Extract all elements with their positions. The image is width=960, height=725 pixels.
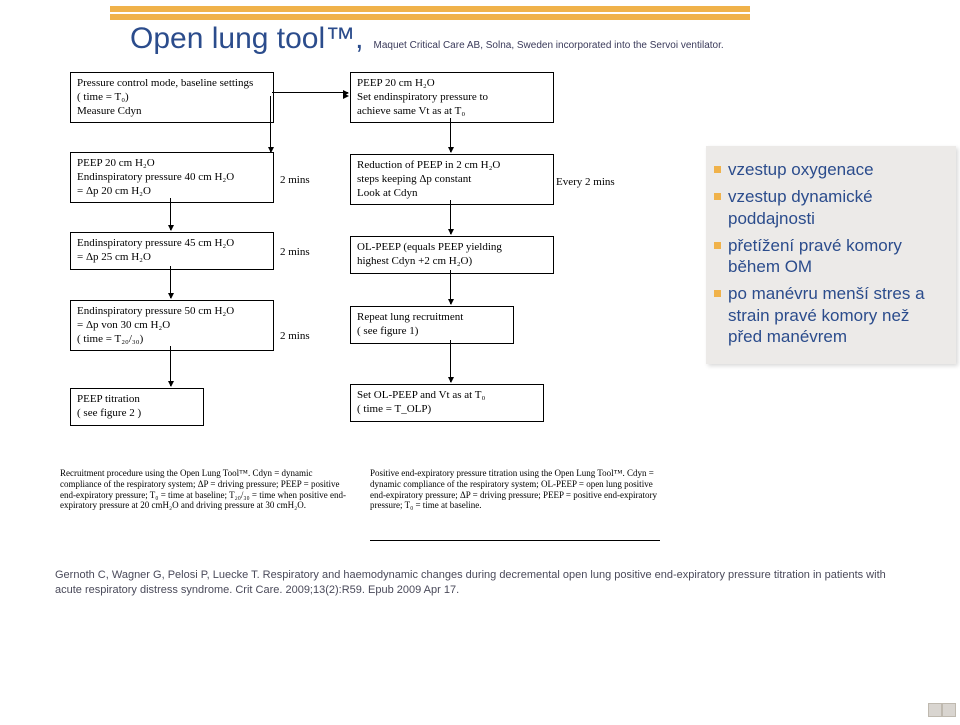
- arrow-r4: [450, 340, 451, 382]
- info-item: vzestup oxygenace: [714, 156, 948, 183]
- flow-box-right-4: Repeat lung recruitment( see figure 1): [350, 306, 514, 344]
- title-sub: Maquet Critical Care AB, Solna, Sweden i…: [373, 40, 723, 51]
- caption-left: Recruitment procedure using the Open Lun…: [60, 468, 350, 511]
- title-main: Open lung tool™,: [130, 22, 363, 56]
- flow-box-right-3: OL-PEEP (equals PEEP yieldinghighest Cdy…: [350, 236, 554, 274]
- flow-box-left-1: Pressure control mode, baseline settings…: [70, 72, 274, 123]
- time-r2: Every 2 mins: [556, 176, 615, 188]
- flow-box-left-4: Endinspiratory pressure 50 cm H₂O= Δp vo…: [70, 300, 274, 351]
- flow-box-right-5: Set OL-PEEP and Vt as at T₀( time = T_OL…: [350, 384, 544, 422]
- time-l3: 2 mins: [280, 246, 310, 258]
- info-item: po manévru menší stres a strain pravé ko…: [714, 280, 948, 350]
- arrow-l1: [270, 96, 271, 152]
- caption-right: Positive end-expiratory pressure titrati…: [370, 468, 670, 511]
- arrow-r2: [450, 200, 451, 234]
- info-panel: vzestup oxygenace vzestup dynamické podd…: [706, 146, 956, 364]
- flow-box-left-5: PEEP titration( see figure 2 ): [70, 388, 204, 426]
- arrow-r3: [450, 270, 451, 304]
- decor-sq-2: [942, 703, 956, 717]
- arrow-l3: [170, 266, 171, 298]
- arrow-r1: [450, 118, 451, 152]
- decor-bar-2: [110, 14, 750, 20]
- citation: Gernoth C, Wagner G, Pelosi P, Luecke T.…: [55, 568, 905, 598]
- arrow-top-connect: [272, 92, 348, 93]
- arrow-l4: [170, 346, 171, 386]
- flow-box-right-2: Reduction of PEEP in 2 cm H₂Osteps keepi…: [350, 154, 554, 205]
- decor-bar-1: [110, 6, 750, 12]
- flow-box-left-3: Endinspiratory pressure 45 cm H₂O= Δp 25…: [70, 232, 274, 270]
- time-l2: 2 mins: [280, 174, 310, 186]
- decor-sq-1: [928, 703, 942, 717]
- info-item: přetížení pravé komory během OM: [714, 232, 948, 281]
- flow-box-right-1: PEEP 20 cm H₂OSet endinspiratory pressur…: [350, 72, 554, 123]
- flow-box-left-2: PEEP 20 cm H₂OEndinspiratory pressure 40…: [70, 152, 274, 203]
- caption-rule: [370, 540, 660, 541]
- slide-title: Open lung tool™, Maquet Critical Care AB…: [130, 22, 724, 56]
- time-l4: 2 mins: [280, 330, 310, 342]
- info-item: vzestup dynamické poddajnosti: [714, 183, 948, 232]
- arrow-l2: [170, 198, 171, 230]
